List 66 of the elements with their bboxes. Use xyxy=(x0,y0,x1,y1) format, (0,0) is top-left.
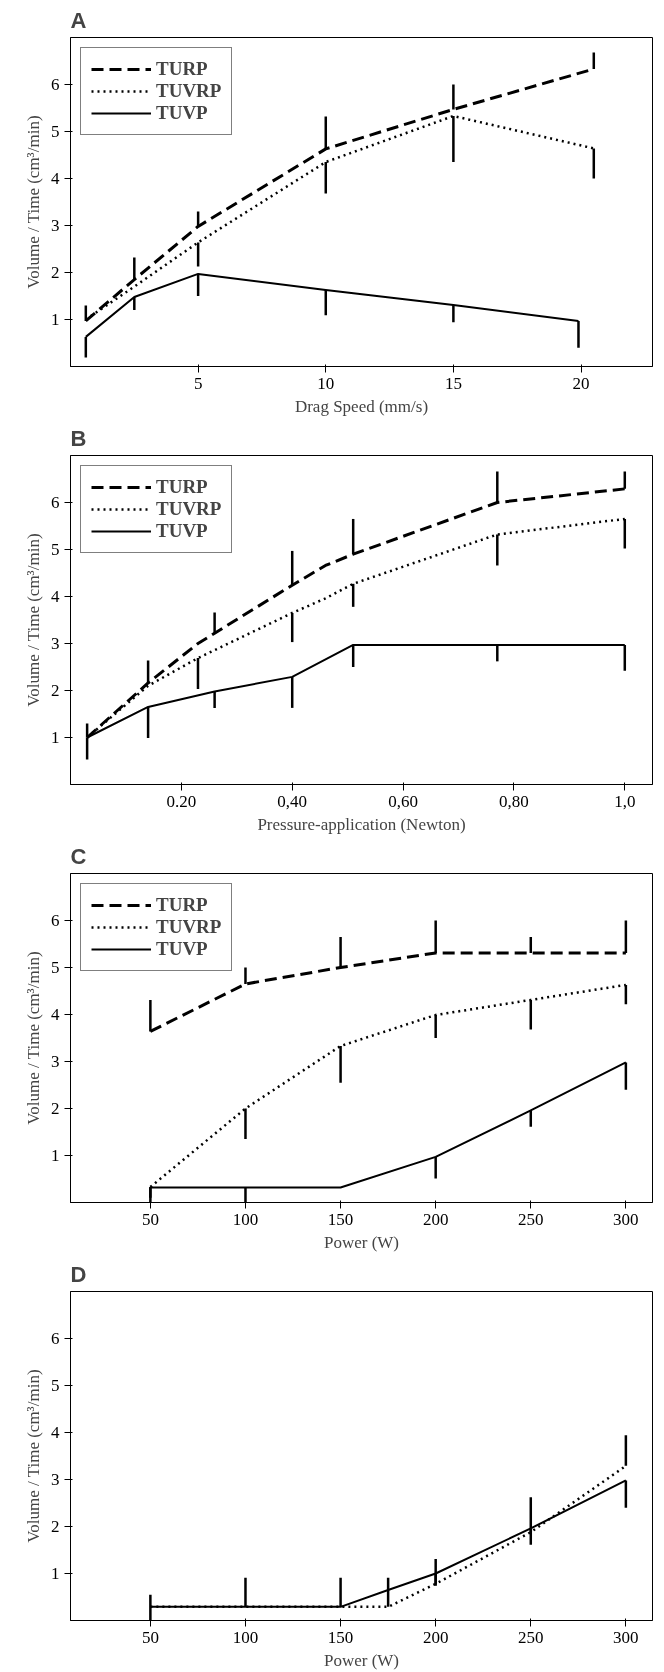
x-axis-title: Power (W) xyxy=(323,1232,400,1252)
y-axis-title: Volume / Time (cm³/min) xyxy=(24,115,43,289)
x-tick-label: 200 xyxy=(422,1627,449,1647)
x-tick-label: 1,0 xyxy=(614,791,636,811)
legend-label: TURP xyxy=(156,894,208,916)
x-tick-label: 250 xyxy=(518,1627,544,1647)
y-tick-label: 5 xyxy=(51,958,60,977)
chart-title: C xyxy=(70,843,87,869)
y-tick-label: 2 xyxy=(51,263,60,282)
y-tick-label: 1 xyxy=(51,728,60,747)
y-tick-label: 3 xyxy=(51,634,60,653)
y-tick-label: 6 xyxy=(51,493,60,512)
y-tick-label: 3 xyxy=(51,216,60,235)
y-tick-label: 5 xyxy=(51,1376,60,1395)
y-axis-title: Volume / Time (cm³/min) xyxy=(24,533,43,707)
x-tick-label: 0,40 xyxy=(277,791,308,811)
x-tick-label: 300 xyxy=(613,1209,639,1229)
y-tick-label: 5 xyxy=(51,540,60,559)
legend-label: TUVRP xyxy=(156,916,222,938)
chart-title: D xyxy=(70,1261,87,1287)
y-tick-label: 1 xyxy=(51,310,60,329)
y-tick-label: 1 xyxy=(51,1146,60,1165)
x-tick-label: 15 xyxy=(444,373,462,393)
legend-label: TURP xyxy=(156,476,208,498)
legend-label: TUVP xyxy=(156,102,208,124)
x-tick-label: 250 xyxy=(518,1209,544,1229)
y-tick-label: 6 xyxy=(51,911,60,930)
y-tick-label: 2 xyxy=(51,681,60,700)
y-tick-label: 6 xyxy=(51,75,60,94)
y-tick-label: 4 xyxy=(51,587,60,606)
x-tick-label: 50 xyxy=(141,1209,159,1229)
y-tick-label: 5 xyxy=(51,122,60,141)
y-tick-label: 4 xyxy=(51,169,60,188)
x-tick-label: 150 xyxy=(327,1209,354,1229)
x-axis-title: Pressure-application (Newton) xyxy=(257,814,466,834)
y-tick-label: 6 xyxy=(51,1329,60,1348)
x-tick-label: 10 xyxy=(317,373,335,393)
x-tick-label: 200 xyxy=(422,1209,449,1229)
y-tick-label: 2 xyxy=(51,1099,60,1118)
y-tick-label: 3 xyxy=(51,1052,60,1071)
x-tick-label: 5 xyxy=(193,373,203,393)
legend-label: TUVRP xyxy=(156,498,222,520)
x-axis-title: Power (W) xyxy=(323,1650,400,1670)
y-tick-label: 4 xyxy=(51,1423,60,1442)
legend-label: TURP xyxy=(156,58,208,80)
y-tick-label: 3 xyxy=(51,1470,60,1489)
x-tick-label: 20 xyxy=(572,373,590,393)
legend-label: TUVP xyxy=(156,938,208,960)
x-tick-label: 0,80 xyxy=(499,791,529,811)
chart-title: A xyxy=(70,7,87,33)
x-tick-label: 50 xyxy=(141,1627,159,1647)
y-axis-title: Volume / Time (cm³/min) xyxy=(24,951,43,1125)
legend-label: TUVP xyxy=(156,520,208,542)
y-tick-label: 1 xyxy=(51,1564,60,1583)
y-tick-label: 2 xyxy=(51,1517,60,1536)
x-tick-label: 100 xyxy=(232,1209,259,1229)
x-axis-title: Drag Speed (mm/s) xyxy=(294,396,429,416)
x-tick-label: 0,60 xyxy=(388,791,418,811)
y-axis-title: Volume / Time (cm³/min) xyxy=(24,1369,43,1543)
x-tick-label: 150 xyxy=(327,1627,354,1647)
x-tick-label: 300 xyxy=(613,1627,639,1647)
x-tick-label: 100 xyxy=(232,1627,259,1647)
y-tick-label: 4 xyxy=(51,1005,60,1024)
chart-title: B xyxy=(70,425,87,451)
x-tick-label: 0.20 xyxy=(166,791,197,811)
legend-label: TUVRP xyxy=(156,80,222,102)
